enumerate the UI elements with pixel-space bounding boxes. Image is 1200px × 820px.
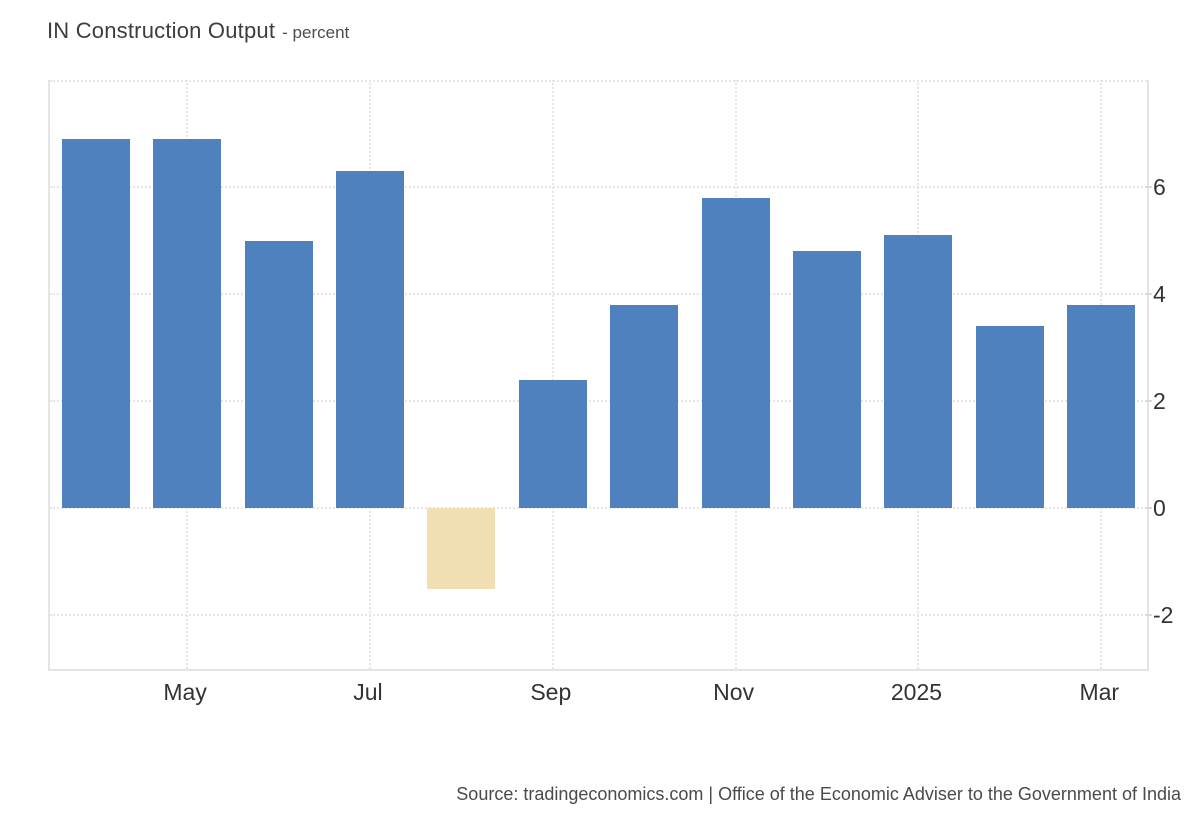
y-axis-label--2: -2 xyxy=(1153,602,1174,629)
x-axis-label-Nov: Nov xyxy=(713,679,755,705)
x-axis-label-Jul: Jul xyxy=(353,679,383,705)
y-axis-label-6: 6 xyxy=(1153,174,1166,201)
gridline-v-Sep xyxy=(551,80,554,669)
chart-title: IN Construction Output xyxy=(47,18,276,43)
bar-oct-2024 xyxy=(610,304,679,509)
bar-feb-2025 xyxy=(975,326,1044,509)
y-axis-tick-4 xyxy=(1145,293,1152,296)
source-attribution: Source: tradingeconomics.com | Office of… xyxy=(456,784,1181,804)
gridline-h-6 xyxy=(50,186,1147,189)
bar-apr-2024 xyxy=(61,138,130,509)
y-axis-tick-0 xyxy=(1145,507,1152,510)
gridline-h-8 xyxy=(50,80,1147,82)
y-axis-label-2: 2 xyxy=(1153,388,1166,415)
bar-nov-2024 xyxy=(701,197,770,509)
x-axis-label-Sep: Sep xyxy=(530,679,572,705)
bar-mar-2025 xyxy=(1067,304,1136,509)
bar-jun-2024 xyxy=(244,240,313,509)
y-axis-tick--2 xyxy=(1145,614,1152,617)
gridline-h-4 xyxy=(50,293,1147,296)
bar-aug-2024 xyxy=(427,508,496,589)
gridline-h--2 xyxy=(50,614,1147,617)
y-axis-tick-6 xyxy=(1145,186,1152,189)
gridline-h-2 xyxy=(50,400,1147,403)
x-axis-label-May: May xyxy=(163,679,207,705)
bar-jan-2025 xyxy=(884,235,953,509)
bar-dec-2024 xyxy=(793,251,862,509)
y-axis-label-4: 4 xyxy=(1153,281,1166,308)
x-axis-label-Mar: Mar xyxy=(1079,679,1120,705)
chart-header: IN Construction Output - percent xyxy=(47,18,349,44)
chart-subtitle: - percent xyxy=(282,23,350,42)
bar-may-2024 xyxy=(153,138,222,509)
gridline-h-0 xyxy=(50,507,1147,510)
bar-sep-2024 xyxy=(518,379,587,509)
x-axis-label-2025: 2025 xyxy=(890,679,943,705)
bar-jul-2024 xyxy=(335,171,404,509)
y-axis-tick-2 xyxy=(1145,400,1152,403)
y-axis-label-0: 0 xyxy=(1153,495,1166,522)
plot-area xyxy=(48,80,1149,671)
